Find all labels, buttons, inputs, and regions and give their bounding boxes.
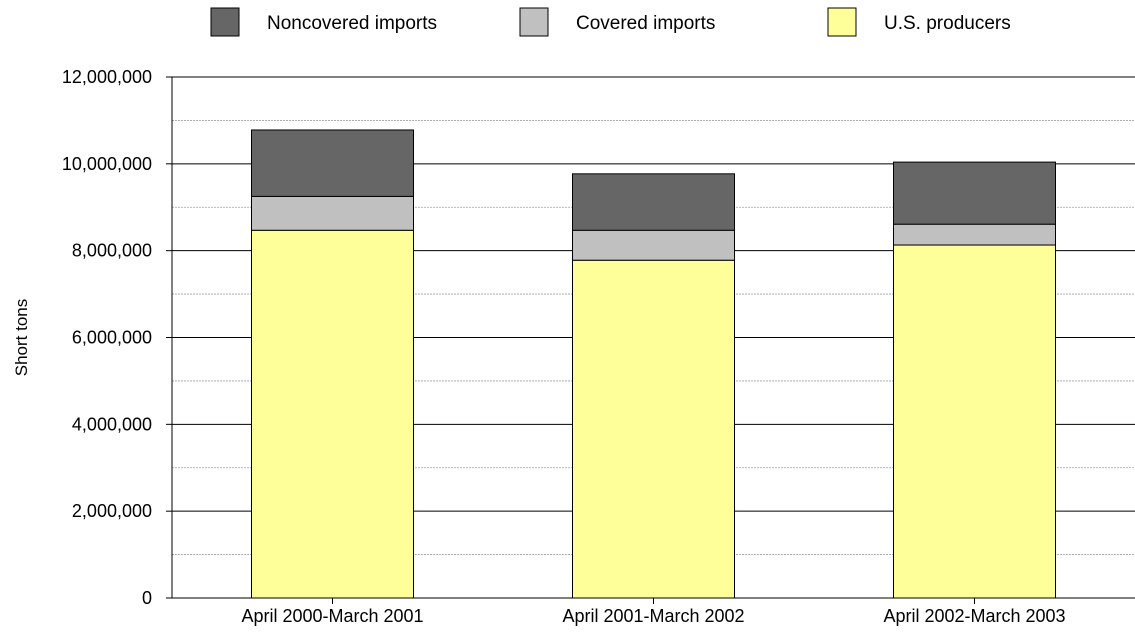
x-tick-label: April 2002-March 2003: [883, 606, 1065, 626]
y-axis-label: Short tons: [12, 299, 31, 377]
bar-segment-covered-imports: [572, 229, 735, 261]
legend-label: Noncovered imports: [267, 13, 437, 34]
y-tick-label: 2,000,000: [72, 501, 152, 521]
legend-swatch: [519, 7, 549, 37]
bar-segment-u-s-producers: [251, 229, 414, 599]
y-tick-label: 12,000,000: [62, 67, 152, 87]
legend-swatch: [210, 7, 240, 37]
y-tick-label: 8,000,000: [72, 241, 152, 261]
bar-segment-covered-imports: [251, 195, 414, 231]
y-tick-label: 10,000,000: [62, 154, 152, 174]
y-axis-ticks: 0 2,000,000 4,000,000 6,000,000 8,000,000 10,…: [62, 67, 172, 608]
bar-segment-covered-imports: [893, 223, 1056, 246]
x-tick-label: April 2001-March 2002: [562, 606, 744, 626]
legend: Noncovered imports Covered imports U.S. pr…: [210, 7, 1011, 37]
bar-segment-noncovered-imports: [893, 161, 1056, 225]
legend-swatch: [827, 7, 857, 37]
legend-label: Covered imports: [576, 13, 715, 34]
y-tick-label: 6,000,000: [72, 328, 152, 348]
bar-segment-noncovered-imports: [251, 129, 414, 197]
x-axis-ticks: April 2000-March 2001 April 2001-March 20…: [241, 598, 1066, 626]
x-tick-label: April 2000-March 2001: [241, 606, 423, 626]
bar-segment-u-s-producers: [893, 244, 1056, 599]
bar-segment-u-s-producers: [572, 259, 735, 599]
y-tick-label: 0: [142, 588, 152, 608]
legend-label: U.S. producers: [884, 13, 1011, 34]
bars: [251, 129, 1056, 599]
y-tick-label: 4,000,000: [72, 414, 152, 434]
bar-segment-noncovered-imports: [572, 173, 735, 231]
